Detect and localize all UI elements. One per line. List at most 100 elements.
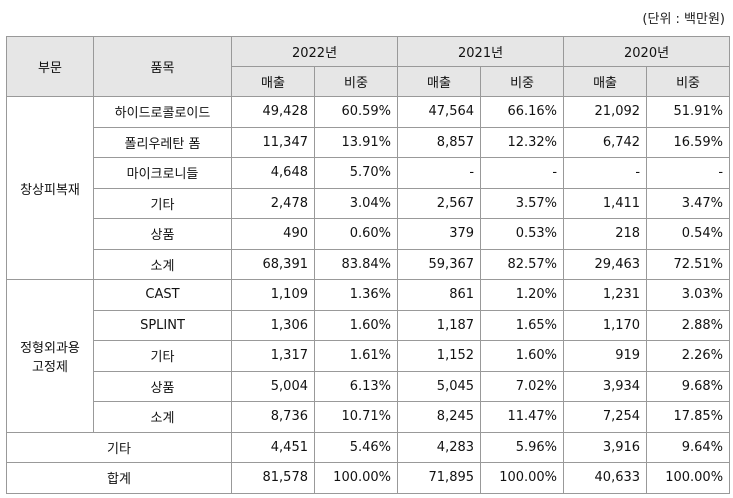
value-cell: 3,934 xyxy=(563,370,648,402)
table-head: 부문 품목 2022년 2021년 2020년 매출 비중 매출 비중 매출 비중 xyxy=(6,36,731,97)
body-row: 기타 1,317 1.61% 1,152 1.60% 919 2.26% xyxy=(7,340,731,372)
segment-line: 창상피복재 xyxy=(20,182,80,198)
value-cell: 1,187 xyxy=(397,309,482,341)
body-row: 소계 68,391 83.84% 59,367 82.57% 29,463 72.51% xyxy=(7,248,731,280)
value-cell: 7.02% xyxy=(480,370,565,402)
value-cell: 16.59% xyxy=(646,126,731,158)
value-cell: 3.47% xyxy=(646,187,731,219)
item-cell: 소계 xyxy=(93,401,232,433)
item-header: 품목 xyxy=(93,36,232,97)
body-row: 창상피복재 하이드로콜로이드 49,428 60.59% 47,564 66.16% 21,… xyxy=(6,96,731,280)
body-row: 마이크로니들 4,648 5.70% - - - - xyxy=(7,157,731,189)
value-cell: 0.53% xyxy=(480,218,565,250)
value-cell: 0.60% xyxy=(313,218,399,250)
value-cell: 1.61% xyxy=(313,340,399,372)
value-cell: 1.65% xyxy=(480,309,565,341)
item-cell: 기타 xyxy=(93,340,232,372)
value-cell: 6.13% xyxy=(313,370,399,402)
body-row: SPLINT 1,306 1.60% 1,187 1.65% 1,170 2.88% xyxy=(7,309,731,341)
value-cell: 8,857 xyxy=(397,126,482,158)
item-cell: 기타 xyxy=(93,187,232,219)
value-cell: 1.60% xyxy=(480,340,565,372)
value-cell: 3,916 xyxy=(563,431,648,463)
measure-header: 비중 xyxy=(313,66,399,97)
item-cell: 폴리우레탄 폼 xyxy=(93,126,232,158)
value-cell: 1,152 xyxy=(397,340,482,372)
value-cell: 1,306 xyxy=(231,309,315,341)
value-cell: 66.16% xyxy=(480,96,565,128)
item-cell: 상품 xyxy=(93,218,232,250)
value-cell: 51.91% xyxy=(646,96,731,128)
value-cell: 4,648 xyxy=(231,157,315,189)
value-cell: 4,283 xyxy=(397,431,482,463)
value-cell: 13.91% xyxy=(313,126,399,158)
head-row: 매출 비중 매출 비중 매출 비중 xyxy=(7,66,731,97)
value-cell: 9.64% xyxy=(646,431,731,463)
value-cell: 379 xyxy=(397,218,482,250)
value-cell: 3.03% xyxy=(646,279,731,311)
value-cell: 12.32% xyxy=(480,126,565,158)
item-cell: 하이드로콜로이드 xyxy=(93,96,232,128)
body-row: 기타 2,478 3.04% 2,567 3.57% 1,411 3.47% xyxy=(7,187,731,219)
value-cell: 21,092 xyxy=(563,96,648,128)
value-cell: 60.59% xyxy=(313,96,399,128)
value-cell: 1,317 xyxy=(231,340,315,372)
value-cell: 81,578 xyxy=(231,462,315,494)
value-cell: 5.70% xyxy=(313,157,399,189)
value-cell: - xyxy=(397,157,482,189)
value-cell: 0.54% xyxy=(646,218,731,250)
value-cell: 490 xyxy=(231,218,315,250)
measure-header: 매출 xyxy=(397,66,482,97)
item-cell: 상품 xyxy=(93,370,232,402)
value-cell: 72.51% xyxy=(646,248,731,280)
value-cell: 2.88% xyxy=(646,309,731,341)
value-cell: 5,004 xyxy=(231,370,315,402)
segment-cell: 창상피복재 xyxy=(6,96,94,280)
value-cell: - xyxy=(480,157,565,189)
value-cell: 919 xyxy=(563,340,648,372)
table-body: 창상피복재 하이드로콜로이드 49,428 60.59% 47,564 66.16% 21,… xyxy=(6,96,731,494)
body-row: 정형외과용 고정제 CAST 1,109 1.36% 861 1.20% 1,231 3.03% xyxy=(6,279,731,433)
value-cell: - xyxy=(563,157,648,189)
segment-cell: 정형외과용 고정제 xyxy=(6,279,94,433)
value-cell: 5.96% xyxy=(480,431,565,463)
value-cell: 3.57% xyxy=(480,187,565,219)
value-cell: 2,478 xyxy=(231,187,315,219)
value-cell: 40,633 xyxy=(563,462,648,494)
head-row: 부문 품목 2022년 2021년 2020년 xyxy=(6,36,731,97)
segment-line: 고정제 xyxy=(32,359,68,375)
value-cell: 47,564 xyxy=(397,96,482,128)
value-cell: 49,428 xyxy=(231,96,315,128)
value-cell: 5,045 xyxy=(397,370,482,402)
item-cell: SPLINT xyxy=(93,309,232,341)
value-cell: 1,109 xyxy=(231,279,315,311)
value-cell: 10.71% xyxy=(313,401,399,433)
value-cell: 71,895 xyxy=(397,462,482,494)
value-cell: 83.84% xyxy=(313,248,399,280)
value-cell: 2,567 xyxy=(397,187,482,219)
year-header: 2020년 xyxy=(563,36,731,67)
value-cell: 17.85% xyxy=(646,401,731,433)
total-row: 기타 4,451 5.46% 4,283 5.96% 3,916 9.64% xyxy=(6,431,731,463)
value-cell: 1.36% xyxy=(313,279,399,311)
measure-header: 비중 xyxy=(480,66,565,97)
value-cell: 2.26% xyxy=(646,340,731,372)
value-cell: 1.60% xyxy=(313,309,399,341)
value-cell: 8,736 xyxy=(231,401,315,433)
value-cell: 3.04% xyxy=(313,187,399,219)
value-cell: 7,254 xyxy=(563,401,648,433)
value-cell: 100.00% xyxy=(480,462,565,494)
value-cell: 1.20% xyxy=(480,279,565,311)
value-cell: 59,367 xyxy=(397,248,482,280)
sales-table: 부문 품목 2022년 2021년 2020년 매출 비중 매출 비중 매출 비중 창상피복재 하이드… xyxy=(6,36,731,494)
value-cell: 1,231 xyxy=(563,279,648,311)
item-cell: 마이크로니들 xyxy=(93,157,232,189)
unit-note: (단위 : 백만원) xyxy=(642,12,725,27)
value-cell: 100.00% xyxy=(646,462,731,494)
item-cell: CAST xyxy=(93,279,232,311)
body-row: 소계 8,736 10.71% 8,245 11.47% 7,254 17.85% xyxy=(7,401,731,433)
value-cell: 29,463 xyxy=(563,248,648,280)
measure-header: 매출 xyxy=(563,66,648,97)
value-cell: 11.47% xyxy=(480,401,565,433)
value-cell: 861 xyxy=(397,279,482,311)
